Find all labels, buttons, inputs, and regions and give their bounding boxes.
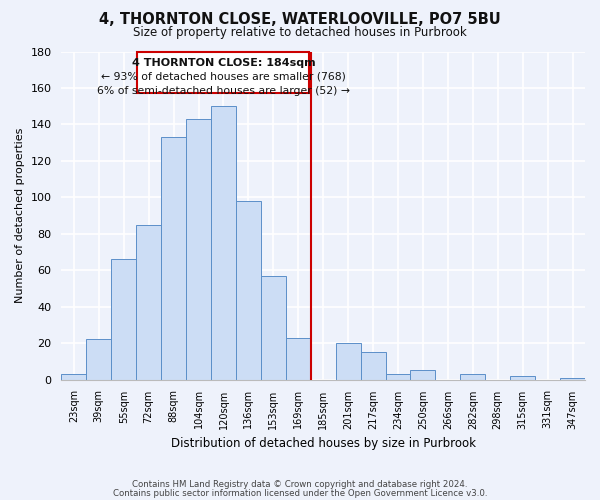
Bar bbox=[211, 106, 236, 380]
Bar bbox=[560, 378, 585, 380]
Bar bbox=[410, 370, 436, 380]
FancyBboxPatch shape bbox=[137, 52, 310, 94]
Bar bbox=[236, 201, 261, 380]
Text: 4, THORNTON CLOSE, WATERLOOVILLE, PO7 5BU: 4, THORNTON CLOSE, WATERLOOVILLE, PO7 5B… bbox=[99, 12, 501, 28]
Bar bbox=[286, 338, 311, 380]
Y-axis label: Number of detached properties: Number of detached properties bbox=[15, 128, 25, 303]
Bar bbox=[136, 224, 161, 380]
Text: Size of property relative to detached houses in Purbrook: Size of property relative to detached ho… bbox=[133, 26, 467, 39]
Bar bbox=[510, 376, 535, 380]
Text: Contains public sector information licensed under the Open Government Licence v3: Contains public sector information licen… bbox=[113, 488, 487, 498]
Bar bbox=[261, 276, 286, 380]
Text: 6% of semi-detached houses are larger (52) →: 6% of semi-detached houses are larger (5… bbox=[97, 86, 350, 96]
X-axis label: Distribution of detached houses by size in Purbrook: Distribution of detached houses by size … bbox=[171, 437, 476, 450]
Bar bbox=[161, 137, 186, 380]
Text: 4 THORNTON CLOSE: 184sqm: 4 THORNTON CLOSE: 184sqm bbox=[131, 58, 315, 68]
Bar bbox=[335, 343, 361, 380]
Bar bbox=[61, 374, 86, 380]
Bar bbox=[186, 119, 211, 380]
Text: ← 93% of detached houses are smaller (768): ← 93% of detached houses are smaller (76… bbox=[101, 72, 346, 82]
Bar bbox=[386, 374, 410, 380]
Bar bbox=[460, 374, 485, 380]
Bar bbox=[361, 352, 386, 380]
Bar bbox=[86, 340, 111, 380]
Text: Contains HM Land Registry data © Crown copyright and database right 2024.: Contains HM Land Registry data © Crown c… bbox=[132, 480, 468, 489]
Bar bbox=[111, 260, 136, 380]
